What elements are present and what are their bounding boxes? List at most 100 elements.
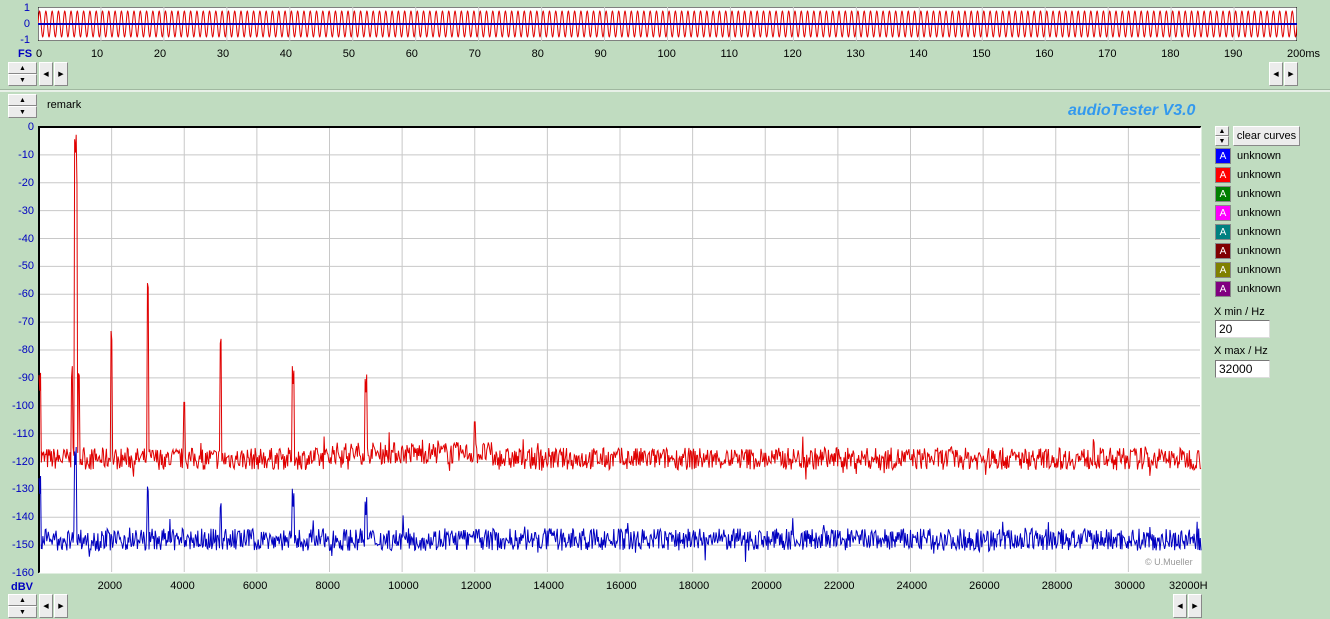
remark-up-button[interactable]: ▲	[8, 94, 37, 106]
y-tick-label: -140	[11, 511, 34, 524]
y-tick-label: -120	[11, 455, 34, 468]
y-tick-label: -10	[18, 148, 34, 161]
x-tick-label: 12000	[460, 580, 492, 592]
waveform-x-tick: 10	[90, 48, 104, 60]
curve-color-swatch[interactable]: A	[1215, 262, 1231, 278]
y-tick-label: -40	[18, 232, 34, 245]
xmax-label: X max / Hz	[1214, 345, 1268, 357]
clear-curves-button[interactable]: clear curves	[1233, 126, 1300, 146]
waveform-x-tick: 140	[909, 48, 928, 60]
spectrum-scale-up-button[interactable]: ▲	[8, 594, 37, 606]
remark-label: remark	[47, 99, 82, 111]
curve-name: unknown	[1237, 283, 1282, 295]
waveform-x-tick: 170	[1098, 48, 1117, 60]
waveform-x-tick: 100	[657, 48, 676, 60]
curve-color-swatch[interactable]: A	[1215, 205, 1231, 221]
curve-name: unknown	[1237, 150, 1282, 162]
waveform-x-tick: 40	[279, 48, 293, 60]
remark-down-button[interactable]: ▼	[8, 106, 37, 118]
y-tick-label: -110	[12, 427, 34, 440]
copyright: © U.Mueller	[1145, 557, 1193, 567]
app-title: audioTester V3.0	[1068, 102, 1196, 119]
spectrum-scale-down-button[interactable]: ▼	[8, 606, 37, 618]
y-tick-label: -90	[18, 371, 34, 384]
y-tick-label: -130	[11, 483, 34, 496]
x-tick-label: 18000	[678, 580, 710, 592]
xmin-input[interactable]: 20	[1215, 320, 1270, 338]
waveform-x-tick: 20	[153, 48, 167, 60]
xmin-label: X min / Hz	[1214, 306, 1265, 318]
y-tick-label: -50	[18, 260, 34, 273]
spectrum-series-red	[38, 134, 1202, 480]
y-tick-label: -150	[11, 539, 34, 552]
waveform-scale-up-button[interactable]: ▲	[8, 62, 37, 74]
x-tick-label: 26000	[969, 580, 1000, 592]
x-tick-label: 4000	[170, 580, 195, 592]
splitter[interactable]	[0, 89, 1330, 92]
x-tick-label: 2000	[97, 580, 123, 592]
spectrum-scroll-left-button[interactable]: ◀	[39, 594, 53, 618]
y-tick-label: -70	[18, 316, 34, 329]
waveform-x-tick: 60	[405, 48, 418, 60]
curve-name: unknown	[1237, 245, 1282, 257]
xmax-input[interactable]: 32000	[1215, 360, 1270, 378]
x-tick-label: 16000	[606, 580, 637, 592]
curve-color-swatch[interactable]: A	[1215, 224, 1231, 240]
y-tick-label: -160	[11, 567, 34, 579]
curve-name: unknown	[1237, 188, 1282, 200]
x-tick-label: 32000H	[1169, 580, 1208, 592]
waveform-y-tick: 1	[23, 2, 30, 14]
waveform-y-tick: -1	[20, 34, 30, 46]
waveform-plot	[38, 7, 1297, 41]
x-tick-label: 28000	[1041, 580, 1073, 592]
waveform-x-tick: 160	[1035, 48, 1054, 60]
waveform-scale-down-button[interactable]: ▼	[8, 74, 37, 86]
waveform-scroll-right-button[interactable]: ▶	[54, 62, 68, 86]
curve-name: unknown	[1237, 226, 1282, 238]
x-tick-label: 24000	[896, 580, 928, 592]
waveform-right-scroll-left-button[interactable]: ◀	[1269, 62, 1283, 86]
waveform-x-tick: 70	[468, 48, 481, 60]
waveform-x-tick: 90	[594, 48, 607, 60]
waveform-x-tick: 190	[1224, 48, 1243, 60]
spectrum-right-scroll-left-button[interactable]: ◀	[1173, 594, 1187, 618]
curve-color-swatch[interactable]: A	[1215, 281, 1231, 297]
y-tick-label: -20	[18, 176, 34, 189]
waveform-x-tick: 30	[216, 48, 230, 60]
waveform-x-tick: 110	[720, 48, 738, 60]
y-tick-label: -100	[11, 399, 34, 412]
curve-color-swatch[interactable]: A	[1215, 186, 1231, 202]
x-tick-label: 14000	[533, 580, 564, 592]
plot-frame	[38, 126, 1201, 573]
legend-up-button[interactable]: ▲	[1215, 126, 1229, 136]
waveform-x-tick: 180	[1161, 48, 1180, 60]
waveform-x-tick: 50	[342, 48, 355, 60]
spectrum-right-scroll-right-button[interactable]: ▶	[1188, 594, 1202, 618]
curve-color-swatch[interactable]: A	[1215, 148, 1231, 164]
curve-color-swatch[interactable]: A	[1215, 167, 1231, 183]
waveform-x-tick: 80	[531, 48, 544, 60]
x-tick-label: 6000	[242, 580, 268, 592]
y-tick-label: -80	[18, 344, 34, 356]
waveform-unit-label: FS	[18, 48, 33, 60]
plot-frame-light	[39, 127, 1202, 574]
waveform-x-tick: 150	[972, 48, 991, 60]
waveform-scroll-left-button[interactable]: ◀	[39, 62, 53, 86]
spectrum-plot	[38, 126, 1202, 574]
spectrum-scroll-right-button[interactable]: ▶	[54, 594, 68, 618]
x-tick-label: 10000	[388, 580, 419, 592]
y-tick-label: -30	[18, 204, 34, 217]
curve-color-swatch[interactable]: A	[1215, 243, 1231, 259]
legend-down-button[interactable]: ▼	[1215, 136, 1229, 146]
curve-name: unknown	[1237, 207, 1282, 219]
waveform-x-tick: 130	[846, 48, 865, 60]
waveform-right-scroll-right-button[interactable]: ▶	[1284, 62, 1298, 86]
